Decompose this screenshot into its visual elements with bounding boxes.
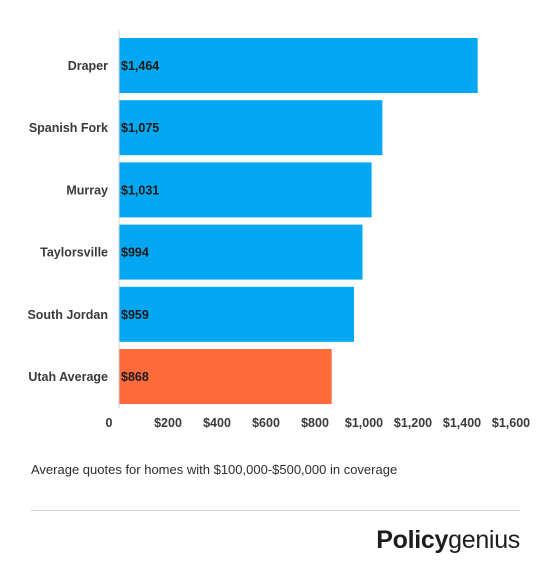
value-label-utah-average: $868 (121, 370, 149, 384)
value-label-south-jordan: $959 (121, 308, 149, 322)
x-tick-label-600: $600 (252, 416, 280, 430)
x-tick-label-1-200: $1,200 (394, 416, 432, 430)
category-label-taylorsville: Taylorsville (40, 246, 108, 260)
x-tick-label-800: $800 (301, 416, 329, 430)
x-tick-labels-group: 0 $200 $400 $600 $800 $1,000 $1,200 $1,400 $1,60… (106, 416, 531, 430)
x-tick-label-1-000: $1,000 (345, 416, 383, 430)
policygenius-logo: Policygenius (376, 526, 520, 555)
category-label-south-jordan: South Jordan (27, 308, 108, 322)
bar-utah-average (119, 349, 332, 404)
x-tick-label-400: $400 (203, 416, 231, 430)
value-label-taylorsville: $994 (121, 246, 149, 260)
category-label-utah-average: Utah Average (28, 370, 108, 384)
bars-group (119, 38, 478, 404)
x-tick-label-1-600: $1,600 (492, 416, 530, 430)
category-label-draper: Draper (68, 59, 108, 73)
bar-draper (119, 38, 478, 93)
value-label-draper: $1,464 (121, 59, 159, 73)
x-tick-label-200: $200 (154, 416, 182, 430)
logo-text-genius: genius (448, 526, 520, 554)
bar-spanish-fork (119, 100, 383, 156)
value-labels-group: $1,464 $1,075 $1,031 $994 $959 $868 (121, 59, 159, 384)
logo-text-policy: Policy (376, 526, 449, 554)
category-label-spanish-fork: Spanish Fork (29, 121, 108, 135)
divider (31, 510, 520, 511)
value-label-spanish-fork: $1,075 (121, 121, 159, 135)
x-tick-label-0: 0 (106, 416, 113, 430)
bar-chart: Draper Spanish Fork Murray Taylorsville Sout… (27, 30, 531, 430)
category-label-murray: Murray (66, 183, 108, 197)
value-label-murray: $1,031 (121, 183, 159, 197)
bar-murray (119, 162, 372, 218)
chart-caption: Average quotes for homes with $100,000-$… (31, 462, 398, 477)
bar-taylorsville (119, 224, 363, 280)
bar-south-jordan (119, 286, 354, 342)
x-tick-label-1-400: $1,400 (443, 416, 481, 430)
category-labels-group: Draper Spanish Fork Murray Taylorsville Sout… (27, 59, 108, 384)
